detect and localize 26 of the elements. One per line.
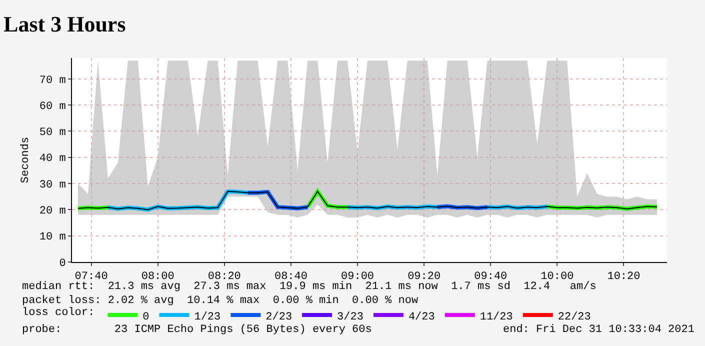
legend-label: 2/23 (266, 311, 292, 324)
legend-label: 1/23 (194, 311, 221, 324)
y-tick-label: 60 m (39, 100, 66, 113)
text: median rtt: 21.3 ms avg 27.3 ms max 19.9 ms min 21.1 ms now 1.7 ms sd 12.4 am/s (22, 281, 596, 293)
y-axis-title: Seconds (20, 136, 32, 184)
legend-label: 0 (142, 311, 150, 324)
legend-label: 4/23 (408, 311, 435, 324)
y-tick-label: 10 m (39, 232, 66, 244)
y-tick-label: 20 m (39, 206, 66, 218)
legend-label: 3/23 (337, 311, 364, 324)
chart-title: Last 3 Hours (4, 12, 126, 37)
y-tick-label: 0 (59, 258, 66, 270)
y-tick-label: 40 m (39, 153, 66, 166)
y-tick-label: 50 m (39, 127, 66, 140)
y-tick-label: 70 m (39, 74, 66, 87)
x-tick-label: 09:40 (474, 271, 508, 284)
x-tick-label: 08:00 (141, 271, 174, 284)
text: probe: 23 ICMP Echo Pings (56 Bytes) every 60s (22, 324, 372, 336)
text: end: Fri Dec 31 10:33:04 2021 (503, 324, 695, 336)
legend-label: 11/23 (480, 311, 513, 324)
text: packet loss: 2.02 % avg 10.14 % max 0.00 % min 0.00 % now (22, 295, 418, 307)
legend-label: 22/23 (558, 311, 591, 324)
y-tick-label: 30 m (39, 179, 66, 192)
legend-title: loss color: (22, 306, 95, 319)
x-tick-label: 09:20 (408, 271, 441, 284)
x-tick-label: 10:20 (607, 271, 640, 284)
